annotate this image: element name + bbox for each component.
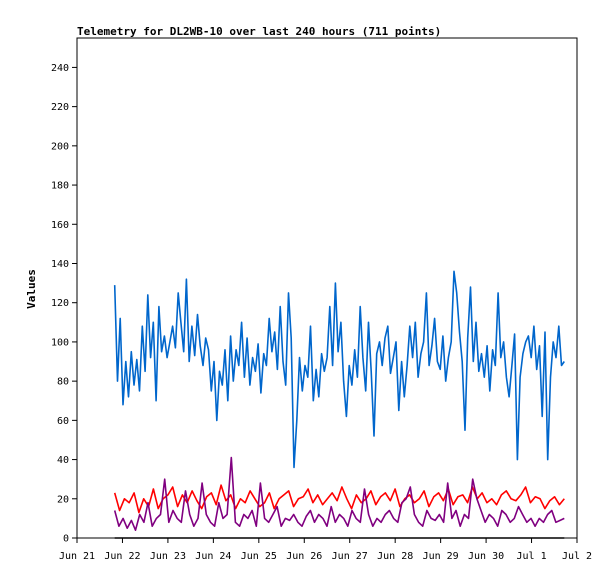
x-tick-label: Jun 25 <box>241 551 277 562</box>
y-tick-label: 220 <box>51 102 69 113</box>
y-tick-label: 240 <box>51 63 69 74</box>
y-tick-label: 40 <box>57 455 69 466</box>
x-tick-label: Jun 28 <box>377 551 413 562</box>
y-tick-label: 180 <box>51 181 69 192</box>
y-axis: 0 20 40 60 80 100 120 140 160 180 200 220 240 <box>51 63 77 545</box>
y-tick-label: 100 <box>51 337 69 348</box>
y-axis-label: Values <box>25 269 38 309</box>
y-tick-label: 60 <box>57 416 69 427</box>
x-tick-label: Jun 30 <box>468 551 504 562</box>
y-tick-label: 80 <box>57 377 69 388</box>
x-tick-label: Jun 26 <box>286 551 322 562</box>
y-tick-label: 200 <box>51 141 69 152</box>
chart-title: Telemetry for DL2WB-10 over last 240 hou… <box>77 25 441 38</box>
x-tick-label: Jun 29 <box>423 551 459 562</box>
series-group <box>113 270 565 539</box>
x-axis: Jun 21 Jun 22 Jun 23 Jun 24 Jun 25 Jun 26 Jun … <box>59 538 592 562</box>
x-tick-label: Jun 22 <box>104 551 140 562</box>
series-line-0 <box>113 270 565 469</box>
y-tick-label: 20 <box>57 494 69 505</box>
x-tick-label: Jul 1 <box>516 551 546 562</box>
series-line-2 <box>113 456 565 532</box>
plot-frame <box>76 37 578 539</box>
x-tick-label: Jun 23 <box>150 551 186 562</box>
series-line-1 <box>113 484 565 514</box>
y-tick-label: 160 <box>51 220 69 231</box>
x-tick-label: Jun 27 <box>332 551 368 562</box>
y-tick-label: 140 <box>51 259 69 270</box>
y-tick-label: 0 <box>63 534 69 545</box>
x-tick-label: Jun 21 <box>59 551 95 562</box>
x-tick-label: Jul 2 <box>562 551 592 562</box>
y-tick-label: 120 <box>51 298 69 309</box>
x-tick-label: Jun 24 <box>195 551 231 562</box>
